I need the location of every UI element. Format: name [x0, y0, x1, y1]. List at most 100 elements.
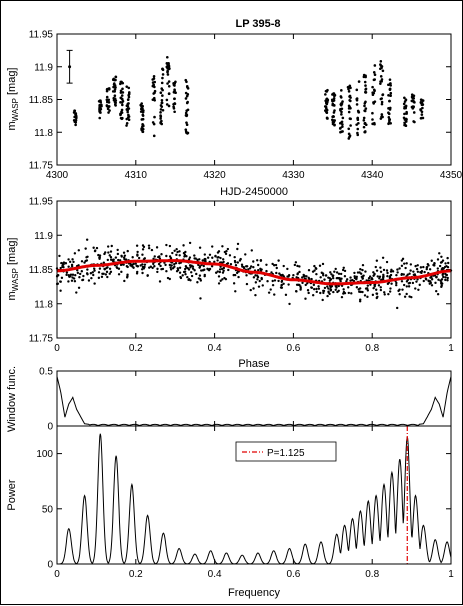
phased-point — [256, 263, 260, 267]
timeseries-point — [127, 115, 131, 118]
phased-point — [108, 267, 112, 271]
phased-point — [395, 273, 398, 277]
timeseries-point — [139, 104, 143, 108]
timeseries-point — [388, 87, 392, 91]
timeseries-point — [127, 102, 130, 105]
timeseries-point — [125, 121, 129, 125]
phased-point — [415, 267, 419, 271]
phased-point — [141, 248, 145, 251]
phased-point — [200, 269, 203, 272]
timeseries-point — [332, 97, 336, 100]
timeseries-point — [186, 100, 189, 104]
phased-point — [114, 256, 118, 259]
phased-point — [176, 267, 180, 270]
phased-point — [191, 267, 195, 270]
phased-point — [233, 255, 236, 259]
phased-point — [95, 246, 99, 250]
timeseries-point — [113, 90, 116, 93]
phased-point — [82, 274, 85, 278]
phased-point — [327, 291, 330, 294]
phased-point — [217, 250, 221, 253]
phased-point — [304, 297, 307, 300]
timeseries-point — [333, 123, 336, 127]
timeseries-point — [119, 91, 123, 94]
phased-point — [375, 292, 379, 295]
phased-point — [67, 258, 70, 261]
timeseries-point — [356, 117, 360, 120]
phased-point — [188, 256, 192, 259]
phased-point — [178, 271, 182, 274]
timeseries-point — [173, 102, 177, 105]
phased-point — [273, 279, 277, 282]
phased-point — [447, 261, 450, 265]
timeseries-point — [326, 99, 329, 103]
timeseries-point — [98, 116, 102, 120]
phased-point — [280, 286, 284, 289]
x-tick-label: 4340 — [361, 170, 384, 181]
timeseries-point — [113, 94, 117, 97]
phased-point — [92, 273, 95, 277]
phased-point — [155, 246, 159, 249]
phased-point — [102, 261, 106, 264]
phased-point — [244, 253, 247, 256]
phased-point — [301, 276, 304, 279]
phased-point — [206, 267, 209, 270]
phased-point — [296, 273, 299, 276]
phased-point — [250, 249, 253, 252]
phased-point — [425, 266, 429, 269]
phased-point — [318, 264, 322, 267]
phased-point — [178, 266, 182, 269]
phased-point — [67, 280, 70, 283]
timeseries-point — [325, 101, 328, 105]
y-tick-label: 11.75 — [29, 161, 54, 172]
phased-point — [371, 293, 375, 297]
timeseries-point — [363, 130, 367, 134]
timeseries-point — [152, 96, 156, 100]
phased-point — [193, 257, 196, 260]
phased-point — [62, 263, 65, 266]
phased-point — [275, 266, 278, 270]
phased-point — [257, 285, 261, 288]
phased-point — [104, 273, 108, 276]
timeseries-point — [411, 99, 414, 102]
phased-point — [222, 269, 225, 272]
periodogram-frame — [56, 425, 452, 565]
phased-point — [147, 246, 151, 250]
phased-point — [198, 258, 201, 261]
phased-point — [416, 270, 420, 273]
phased-point — [385, 269, 389, 272]
phased-point — [61, 264, 64, 268]
phased-point — [211, 256, 214, 259]
timeseries-point — [405, 112, 408, 115]
phased-point — [92, 246, 95, 249]
phased-point — [71, 258, 74, 261]
phased-point — [267, 291, 271, 294]
phased-point — [422, 279, 425, 283]
phased-point — [367, 277, 371, 280]
phased-point — [222, 258, 225, 261]
timeseries-point — [119, 80, 123, 84]
phased-point — [108, 272, 111, 275]
phased-point — [321, 262, 325, 266]
phased-xlabel: Phase — [238, 358, 269, 370]
phased-point — [204, 259, 207, 263]
phased-point — [425, 267, 428, 271]
phased-point — [228, 254, 232, 257]
phased-point — [446, 256, 449, 260]
phased-point — [153, 255, 156, 258]
phased-point — [70, 265, 74, 268]
y-tick-label: 50 — [42, 504, 54, 515]
phased-point — [306, 282, 309, 285]
phased-point — [408, 272, 411, 275]
phased-point — [104, 251, 107, 254]
timeseries-point — [153, 115, 156, 119]
phased-point — [71, 273, 75, 276]
timeseries-point — [119, 112, 123, 116]
timeseries-point — [126, 107, 130, 110]
timeseries-point — [119, 89, 123, 93]
y-tick-label: 0 — [47, 560, 53, 571]
phased-point — [400, 280, 404, 283]
phased-point — [329, 271, 332, 274]
phased-point — [168, 244, 172, 248]
